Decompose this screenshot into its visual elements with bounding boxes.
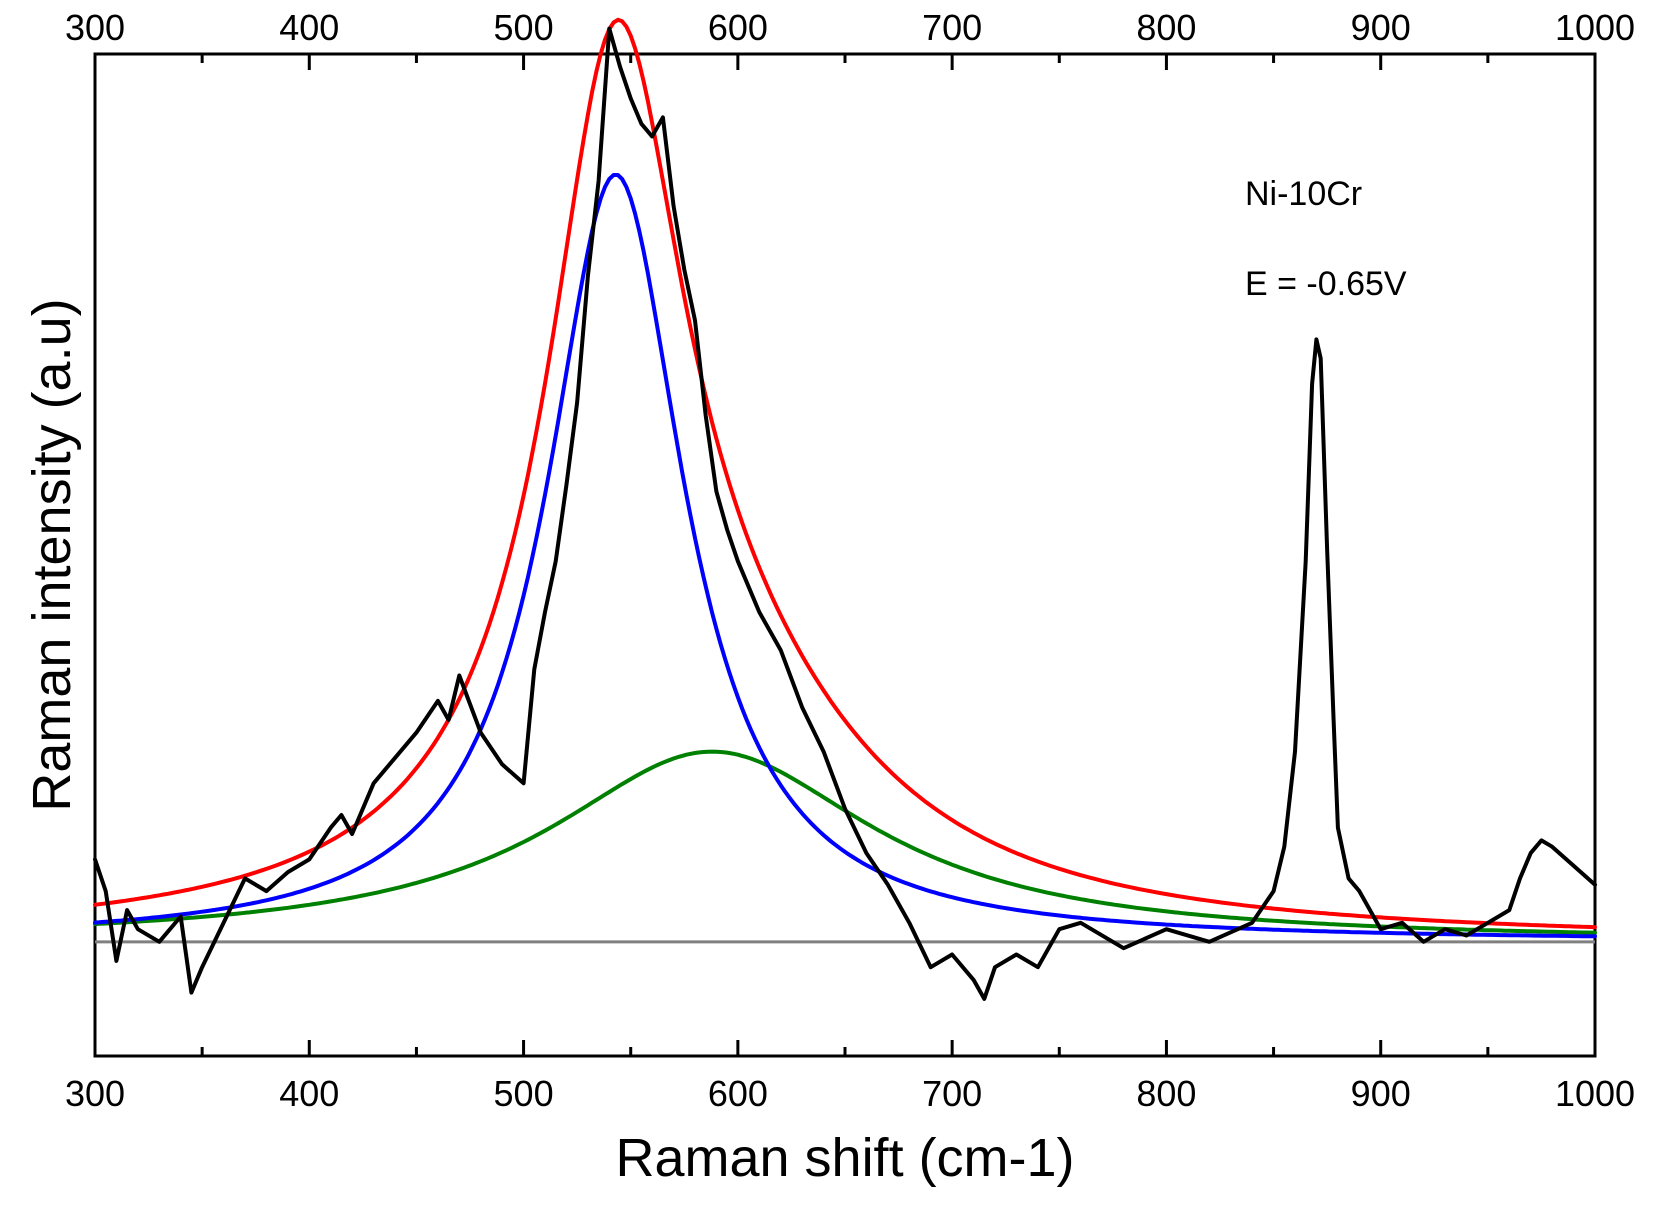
- x-tick-label: 800: [1136, 1073, 1196, 1114]
- x-tick-label: 700: [922, 1073, 982, 1114]
- tick-layer: [93, 54, 1597, 1056]
- top-x-tick-label: 600: [708, 7, 768, 48]
- x-tick-label: 900: [1351, 1073, 1411, 1114]
- top-x-tick-label: 800: [1136, 7, 1196, 48]
- series-line-measured-spectrum: [93, 26, 1597, 1001]
- x-axis-title: Raman shift (cm-1): [615, 1128, 1074, 1188]
- x-tick-label: 400: [279, 1073, 339, 1114]
- top-x-tick-label: 400: [279, 7, 339, 48]
- annotation-alloy: Ni-10Cr: [1245, 175, 1362, 213]
- x-tick-label: 1000: [1555, 1073, 1635, 1114]
- top-tick-labels: 300 400 500 600 700 800 900 1000: [65, 7, 1635, 48]
- plot-frame: [93, 52, 1597, 1058]
- bottom-tick-labels: 300 400 500 600 700 800 900 1000: [65, 1073, 1635, 1114]
- y-axis-title: Raman intensity (a.u): [22, 298, 82, 811]
- top-x-tick-label: 900: [1351, 7, 1411, 48]
- x-tick-label: 500: [494, 1073, 554, 1114]
- annotation-potential: E = -0.65V: [1245, 265, 1407, 303]
- x-tick-label: 300: [65, 1073, 125, 1114]
- top-x-tick-label: 300: [65, 7, 125, 48]
- series-line-cumulative-fit: [93, 17, 1597, 930]
- top-x-tick-label: 1000: [1555, 7, 1635, 48]
- top-x-tick-label: 500: [494, 7, 554, 48]
- x-tick-label: 600: [708, 1073, 768, 1114]
- series-line-peak-1: [93, 173, 1597, 939]
- series-layer: [93, 17, 1597, 1001]
- top-x-tick-label: 700: [922, 7, 982, 48]
